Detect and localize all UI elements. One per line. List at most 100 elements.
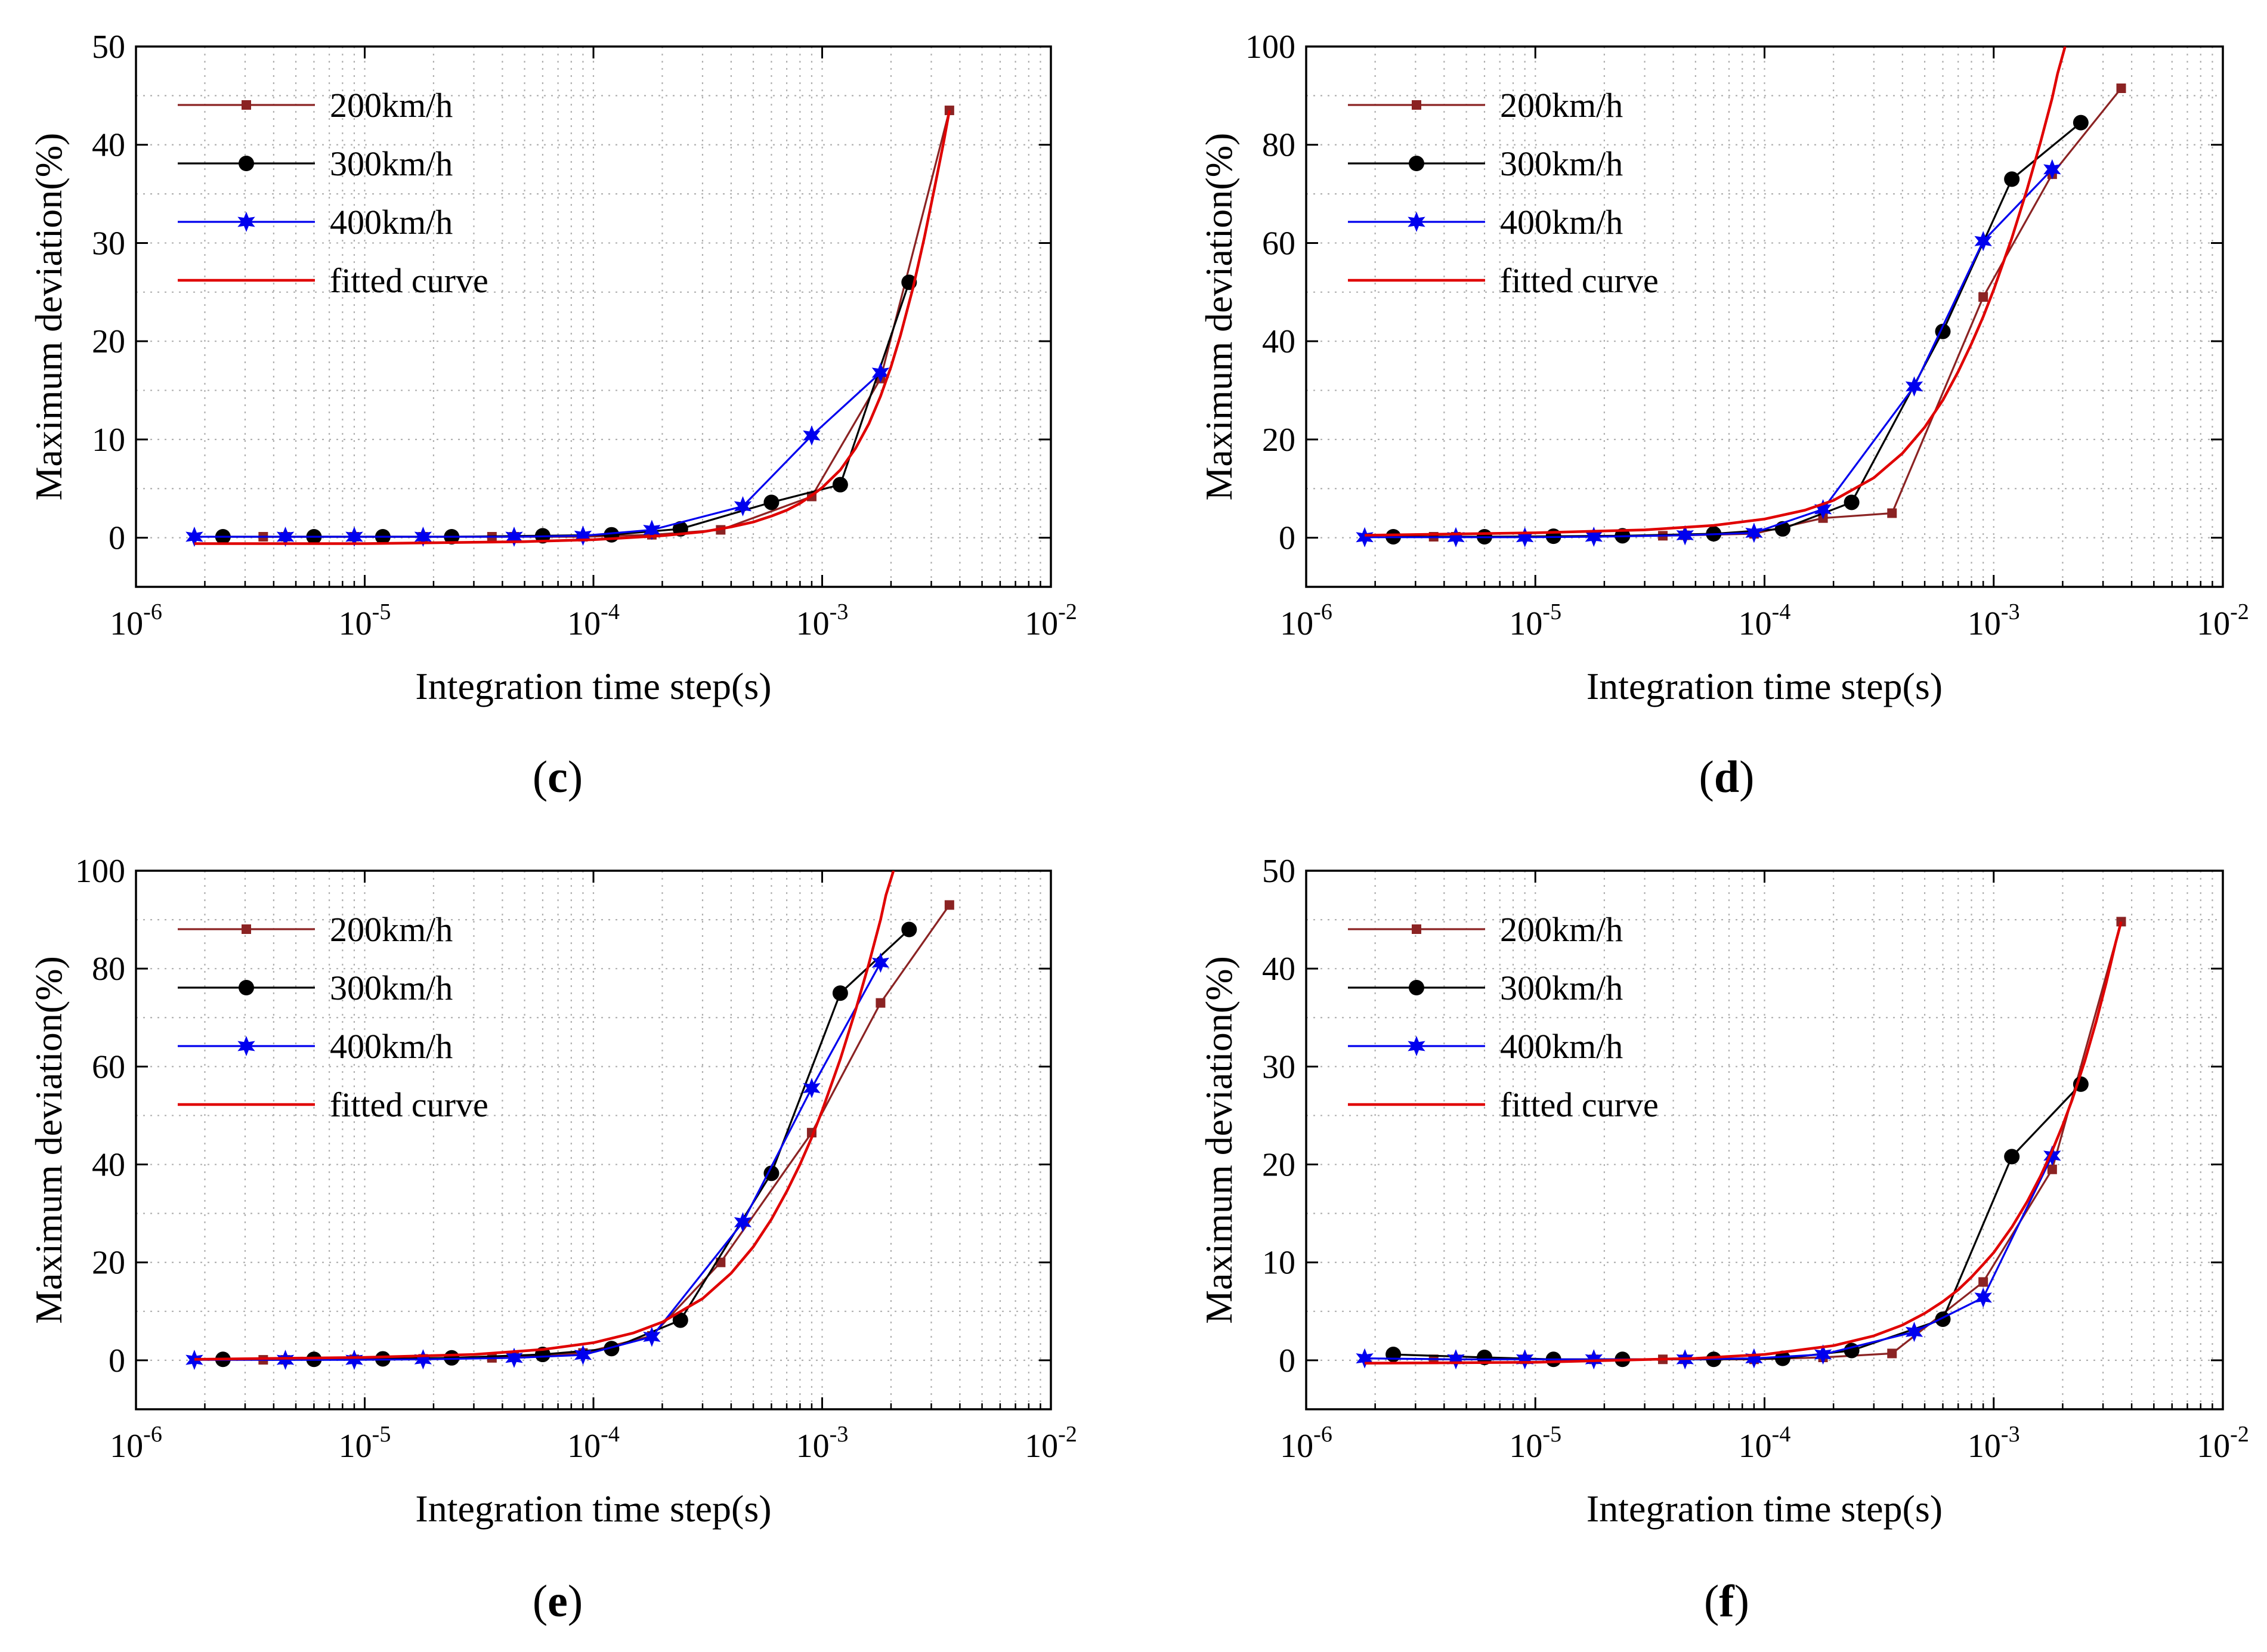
data-point-star: [1676, 525, 1694, 546]
data-point-square: [2047, 1164, 2057, 1174]
data-point-square: [1887, 1348, 1897, 1359]
x-tick-label: 10-5: [339, 1422, 391, 1465]
series-400km-h: [1356, 159, 2061, 547]
x-tick-label: 10-2: [2197, 599, 2249, 642]
data-point-star: [871, 362, 890, 383]
legend-label: fitted curve: [330, 1085, 488, 1124]
legend-label: 300km/h: [330, 144, 453, 183]
x-tick-label: 10-6: [110, 1422, 162, 1465]
data-point-circle: [1385, 1347, 1402, 1363]
series-300km-h: [1385, 115, 2089, 545]
x-tick-label: 10-5: [1509, 599, 1561, 642]
data-point-star: [1516, 1349, 1534, 1370]
x-tick-label: 10-6: [1280, 1422, 1332, 1465]
legend: 200km/h 300km/h 400km/h fitted curve: [1348, 86, 1659, 300]
legend-item: 300km/h: [178, 144, 453, 183]
data-point-star: [574, 525, 592, 546]
data-point-circle: [1409, 156, 1424, 171]
data-point-star: [345, 527, 363, 547]
data-point-square: [944, 106, 954, 116]
legend-item: 400km/h: [1348, 1027, 1623, 1066]
legend-item: 300km/h: [178, 969, 453, 1007]
data-point-circle: [2073, 115, 2089, 131]
x-tick-label: 10-3: [796, 599, 849, 642]
legend-label: 200km/h: [1500, 910, 1623, 949]
y-tick-label: 40: [1262, 951, 1295, 988]
data-point-star: [185, 527, 203, 547]
data-point-circle: [763, 1165, 780, 1181]
y-tick-label: 30: [1262, 1048, 1295, 1085]
data-point-circle: [763, 494, 780, 511]
panel-caption: (d): [1699, 752, 1755, 802]
grid: [136, 47, 1051, 587]
series-400km-h: [1356, 1145, 2061, 1370]
data-point-square: [242, 100, 251, 110]
grid: [136, 871, 1051, 1409]
y-tick-label: 80: [92, 951, 125, 988]
data-point-star: [1356, 527, 1374, 547]
y-tick-label: 30: [92, 225, 125, 262]
data-point-star: [734, 1212, 752, 1233]
y-tick-label: 0: [109, 520, 125, 557]
grid: [1306, 47, 2223, 587]
data-point-star: [643, 519, 661, 540]
y-tick-label: 10: [92, 422, 125, 459]
y-tick-label: 40: [92, 1147, 125, 1184]
data-point-star: [414, 1349, 432, 1370]
y-tick-label: 40: [1262, 323, 1295, 360]
legend-item: 300km/h: [1348, 144, 1623, 183]
series-line: [194, 110, 951, 545]
data-point-circle: [832, 985, 848, 1001]
legend-label: 400km/h: [1500, 1027, 1623, 1066]
y-tick-label: 100: [75, 853, 125, 890]
data-point-star: [643, 1326, 661, 1347]
data-point-star: [1516, 527, 1534, 547]
legend-label: 300km/h: [1500, 969, 1623, 1007]
grid: [1306, 871, 2223, 1409]
legend-item: fitted curve: [178, 261, 488, 300]
legend-label: 400km/h: [330, 1027, 453, 1066]
legend: 200km/h 300km/h 400km/h fitted curve: [178, 910, 488, 1124]
y-tick-label: 60: [1262, 225, 1295, 262]
x-tick-label: 10-4: [1739, 599, 1791, 642]
data-point-star: [185, 1350, 203, 1371]
series-line: [1393, 1083, 2082, 1360]
y-tick-label: 20: [92, 323, 125, 360]
chart-panel: 10-6 10-5 10-4 10-3 10-2 0 20 40 60 80 100 Integrat…: [1198, 29, 2249, 802]
x-tick-label: 10-3: [1968, 599, 2020, 642]
data-point-star: [1905, 1322, 1923, 1342]
legend-label: fitted curve: [1500, 1085, 1659, 1124]
series-line: [194, 871, 895, 1361]
legend-item: 200km/h: [1348, 86, 1623, 125]
data-point-star: [237, 212, 255, 232]
series-fitted-curve: [194, 871, 895, 1361]
chart-panel: 10-6 10-5 10-4 10-3 10-2 0 20 40 60 80 100 Integrat…: [27, 853, 1077, 1626]
series-line: [1365, 921, 2123, 1365]
x-axis-label: Integration time step(s): [1586, 665, 1943, 707]
legend-label: 400km/h: [330, 203, 453, 242]
data-point-star: [871, 952, 890, 973]
x-axis-label: Integration time step(s): [1586, 1487, 1943, 1530]
y-tick-label: 40: [92, 127, 125, 164]
series-fitted-curve: [194, 110, 951, 545]
x-tick-label: 10-2: [1025, 1422, 1077, 1465]
legend-label: fitted curve: [330, 261, 488, 300]
data-point-circle: [672, 1312, 688, 1328]
data-point-circle: [1844, 494, 1860, 511]
legend-item: fitted curve: [178, 1085, 488, 1124]
y-tick-label: 0: [1279, 1342, 1295, 1379]
legend-item: fitted curve: [1348, 261, 1659, 300]
y-axis-label: Maximum deviation(%): [27, 133, 70, 501]
data-point-star: [2043, 159, 2061, 180]
y-tick-label: 20: [92, 1245, 125, 1282]
data-point-star: [1905, 376, 1923, 397]
data-point-star: [803, 425, 821, 446]
legend-item: 200km/h: [1348, 910, 1623, 949]
data-point-circle: [2004, 171, 2020, 187]
data-point-star: [1974, 1287, 1992, 1308]
y-axis-label: Maximum deviation(%): [1198, 133, 1240, 501]
y-tick-label: 50: [1262, 853, 1295, 890]
data-point-star: [1585, 527, 1603, 547]
x-tick-label: 10-3: [796, 1422, 849, 1465]
plot-frame: [1305, 870, 2224, 1410]
